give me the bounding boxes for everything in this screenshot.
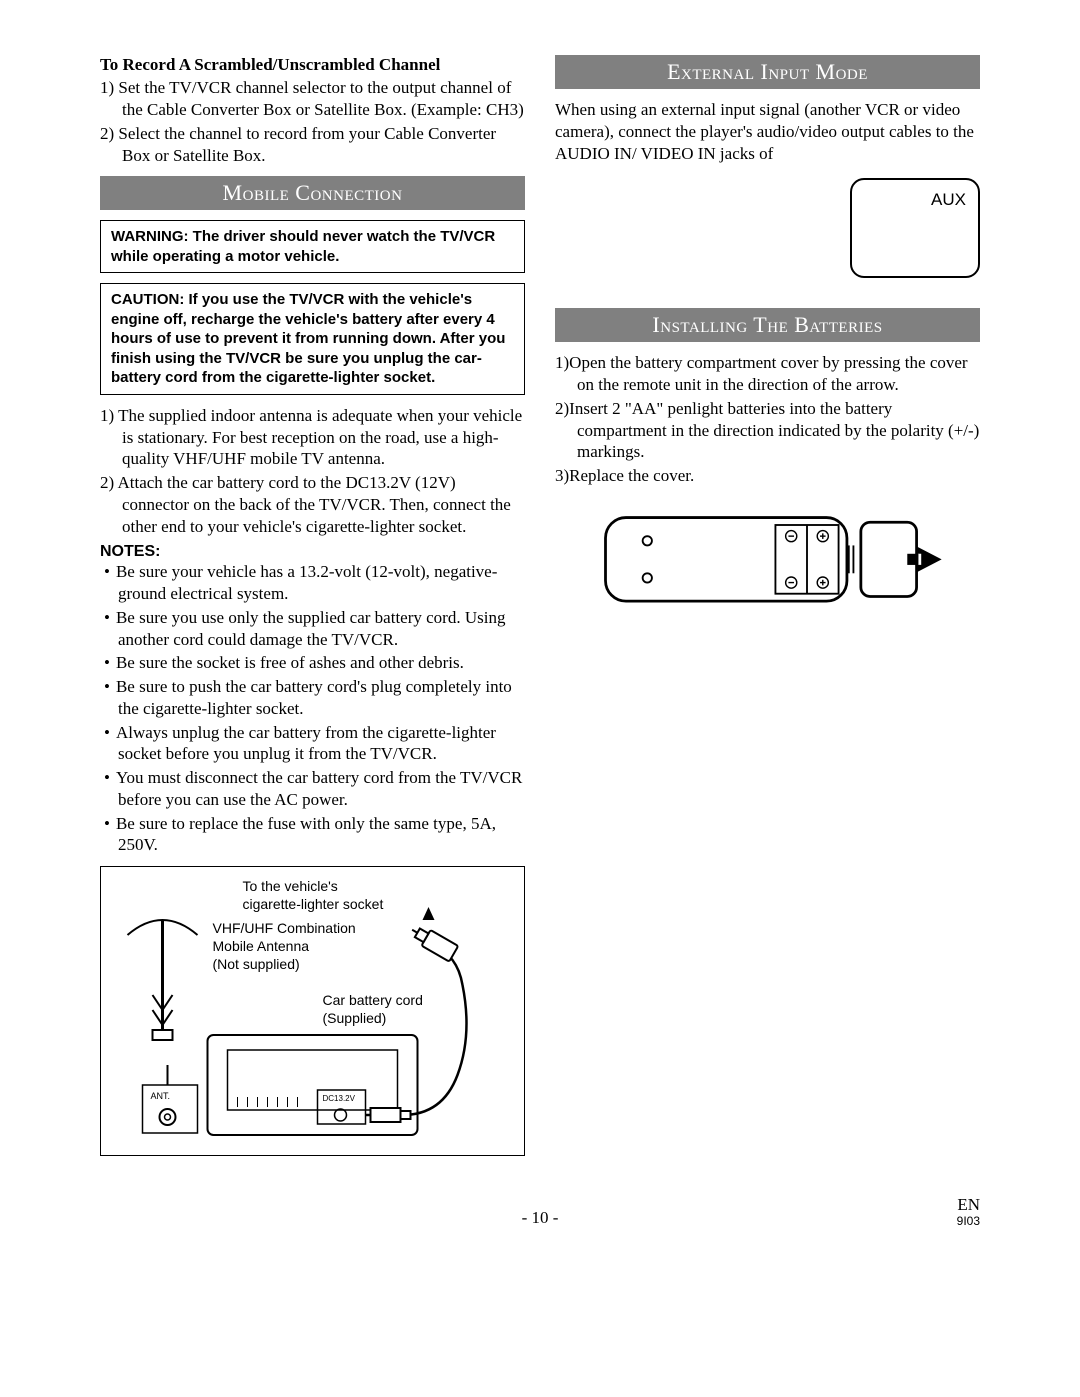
diagram-text: To the vehicle's [243,878,338,894]
list-item: Be sure you use only the supplied car ba… [100,607,525,651]
list-item: You must disconnect the car battery cord… [100,767,525,811]
diagram-text: VHF/UHF Combination [213,920,356,936]
diagram-text: ANT. [151,1091,171,1101]
record-steps: 1) Set the TV/VCR channel selector to th… [100,77,525,166]
notes-label: NOTES: [100,543,525,561]
list-item: 2) Attach the car battery cord to the DC… [100,472,525,537]
connection-diagram-svg: To the vehicle's cigarette-lighter socke… [111,875,514,1145]
external-input-banner: External Input Mode [555,55,980,89]
list-item: 3)Replace the cover. [555,465,980,487]
list-item: Be sure to replace the fuse with only th… [100,813,525,857]
connection-diagram: To the vehicle's cigarette-lighter socke… [100,866,525,1156]
list-item: Be sure your vehicle has a 13.2-volt (12… [100,561,525,605]
install-steps: 1)Open the battery compartment cover by … [555,352,980,487]
caution-box: CAUTION: If you use the TV/VCR with the … [100,283,525,395]
diagram-text: (Supplied) [323,1010,387,1026]
footer-code: 9I03 [558,1215,980,1228]
page-footer: - 10 - EN 9I03 [100,1196,980,1228]
diagram-text: (Not supplied) [213,956,300,972]
mobile-steps: 1) The supplied indoor antenna is adequa… [100,405,525,538]
diagram-text: Mobile Antenna [213,938,310,954]
aux-screen-box: AUX [850,178,980,278]
record-heading: To Record A Scrambled/Unscrambled Channe… [100,55,525,75]
aux-label: AUX [931,190,966,209]
remote-battery-diagram [588,499,948,629]
list-item: 1) The supplied indoor antenna is adequa… [100,405,525,470]
list-item: Always unplug the car battery from the c… [100,722,525,766]
list-item: 2) Select the channel to record from you… [100,123,525,167]
list-item: 1)Open the battery compartment cover by … [555,352,980,396]
warning-box: WARNING: The driver should never watch t… [100,220,525,273]
diagram-text: DC13.2V [323,1094,356,1103]
list-item: 1) Set the TV/VCR channel selector to th… [100,77,525,121]
external-input-body: When using an external input signal (ano… [555,99,980,164]
notes-list: Be sure your vehicle has a 13.2-volt (12… [100,561,525,856]
installing-batteries-banner: Installing The Batteries [555,308,980,342]
page-number: - 10 - [522,1208,559,1228]
diagram-text: cigarette-lighter socket [243,896,384,912]
list-item: Be sure to push the car battery cord's p… [100,676,525,720]
diagram-text: Car battery cord [323,992,423,1008]
right-column: External Input Mode When using an extern… [555,55,980,1156]
list-item: 2)Insert 2 "AA" penlight batteries into … [555,398,980,463]
left-column: To Record A Scrambled/Unscrambled Channe… [100,55,525,1156]
list-item: Be sure the socket is free of ashes and … [100,652,525,674]
two-column-layout: To Record A Scrambled/Unscrambled Channe… [100,55,980,1156]
footer-lang: EN [558,1196,980,1215]
mobile-connection-banner: Mobile Connection [100,176,525,210]
